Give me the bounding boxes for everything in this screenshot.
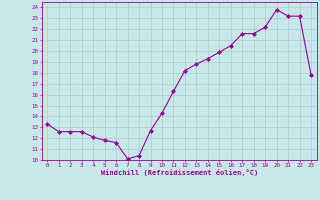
X-axis label: Windchill (Refroidissement éolien,°C): Windchill (Refroidissement éolien,°C) [100, 169, 258, 176]
